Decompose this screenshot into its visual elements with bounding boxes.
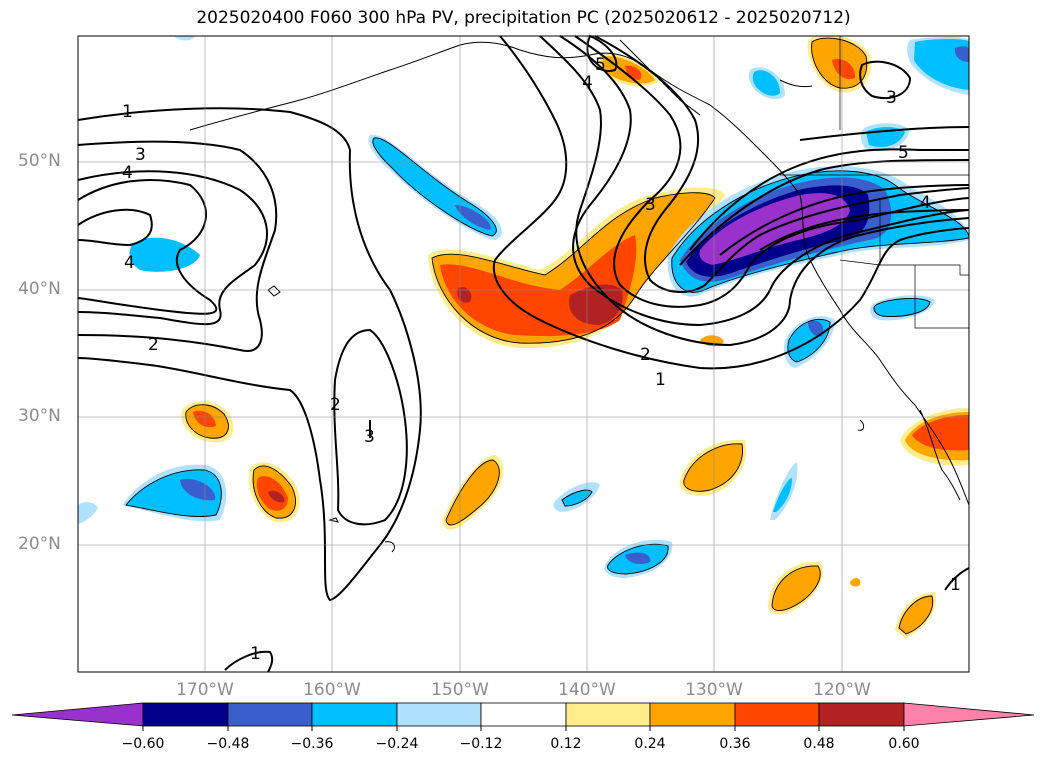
contour-label: 3 [135,145,146,165]
colorbar-tick-label: −0.60 [121,736,165,752]
borders [780,36,969,329]
contour-labels: 1 3 4 4 2 1 2 3 4 5 5 3 2 1 4 3 1 [122,55,961,664]
colorbar-bin [818,702,905,727]
lon-label: 170°W [176,680,234,700]
colorbar-tick-label: 0.24 [634,736,666,752]
contour-label: 4 [124,253,135,273]
colorbar-tick-label: −0.24 [375,736,419,752]
colorbar-extend-low [11,702,144,727]
lon-label: 160°W [303,680,361,700]
colorbar-bin [565,702,651,727]
contour-label: 1 [950,575,961,595]
lon-label: 150°W [431,680,489,700]
colorbar-bin [734,702,820,727]
colorbar-tick-label: −0.48 [206,736,250,752]
colorbar [11,702,1035,731]
contour-label: 2 [640,345,651,365]
lon-label: 120°W [813,680,871,700]
colorbar-tick-label: 0.60 [888,736,920,752]
colorbar-bin [142,702,229,727]
contour-label: 4 [920,193,931,213]
pv-contours [77,34,970,673]
lat-label: 20°N [18,534,61,554]
colorbar-tick-label: −0.12 [459,736,503,752]
contour-label: 1 [250,644,261,664]
contour-label: 4 [582,73,593,93]
colorbar-extend-high [903,702,1035,727]
colorbar-bin [311,702,398,727]
colorbar-bin [649,702,736,727]
gridlines [78,36,969,672]
lon-label: 130°W [685,680,743,700]
lat-label: 50°N [18,151,61,171]
lon-label: 140°W [558,680,616,700]
contour-label: 2 [148,335,159,355]
colorbar-bin [227,702,313,727]
lat-label: 40°N [18,279,61,299]
contour-label: 3 [645,195,656,215]
colorbar-tick-label: 0.48 [803,736,835,752]
contour-label: 1 [122,102,133,122]
lat-label: 30°N [18,406,61,426]
colorbar-tick-label: 0.12 [550,736,582,752]
colorbar-tick-label: −0.36 [290,736,334,752]
colorbar-tick-label: 0.36 [719,736,751,752]
contour-label: 5 [898,143,909,163]
contour-label: 2 [330,395,341,415]
colorbar-bin [480,702,567,727]
contour-label: 1 [655,370,666,390]
contour-label: 5 [595,55,606,75]
map-title: 2025020400 F060 300 hPa PV, precipitatio… [196,8,851,28]
contour-label: 3 [364,427,375,447]
contour-label: 3 [886,88,897,108]
colorbar-bin [396,702,482,727]
map-frame [77,35,970,673]
contour-label: 4 [122,163,133,183]
